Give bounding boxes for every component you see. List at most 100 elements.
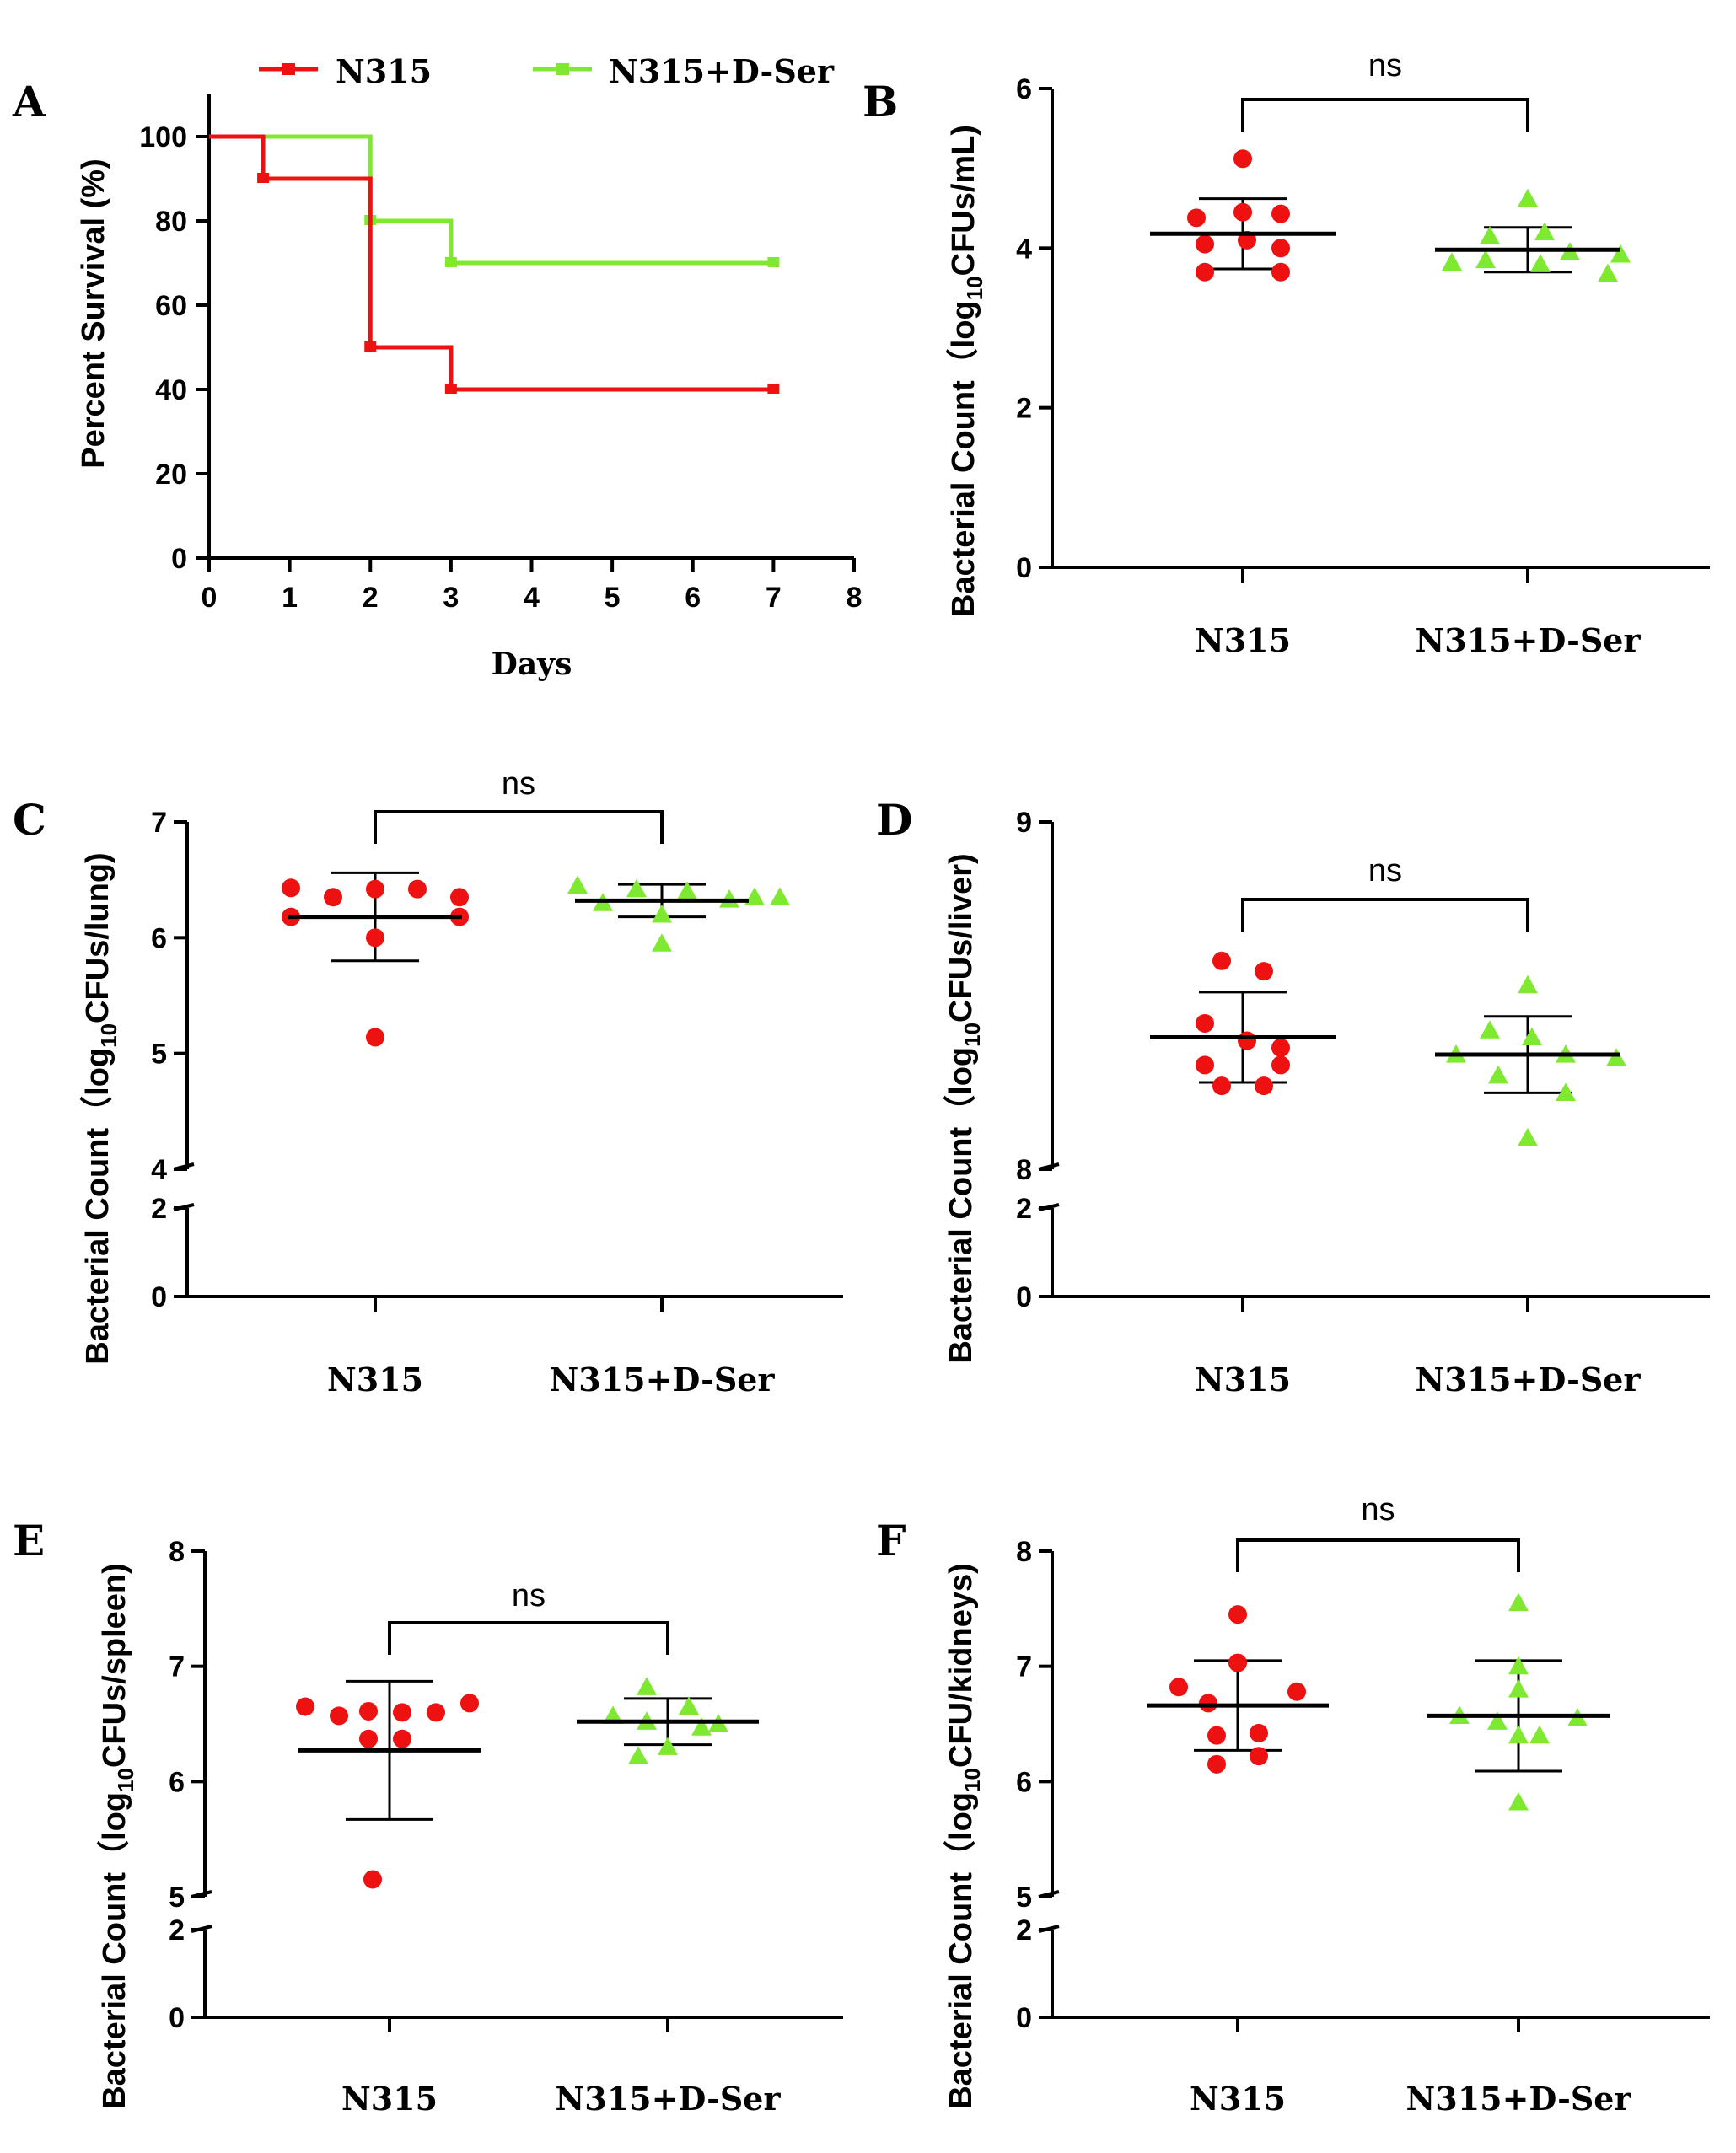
data-point [1480,1020,1500,1039]
significance-label: ns [1368,853,1402,889]
data-point [1199,1694,1217,1713]
x-tick-label: 6 [685,582,701,614]
y-tick-label: 2 [1016,1914,1032,1946]
data-point [1442,252,1462,271]
censor-mark [767,257,780,267]
censor-mark [257,173,270,183]
data-point [1287,1682,1306,1701]
data-point [1255,962,1273,981]
data-point [1212,951,1231,970]
bracket-line [1241,898,1529,932]
censor-mark [444,257,457,267]
data-point [658,1737,678,1755]
group-n315 [1150,149,1336,282]
y-tick-label: 6 [151,922,167,954]
y-tick-label: 2 [1016,393,1032,425]
data-point [1271,239,1290,258]
y-tick-label: 0 [1016,2002,1032,2034]
category-label: N315+D-Ser [1416,621,1642,659]
significance-label: ns [512,1578,546,1613]
y-tick-label: 40 [155,374,187,406]
y-tick-label: 0 [171,543,187,575]
data-point [1475,250,1496,269]
y-tick-label: 0 [1016,552,1032,584]
data-point [1271,1055,1290,1075]
legend-label: N315 [336,52,432,90]
data-point [1606,1048,1626,1066]
group-n315-dser [1435,974,1626,1146]
data-point [1271,204,1290,223]
panel-e: E 5 6 7 8 0 2 N315 N315+D-Ser Bacterial Count（log… [13,1516,843,2118]
data-point [652,904,672,923]
data-point [1534,222,1555,240]
data-point [719,889,739,908]
data-point [652,933,672,952]
category-label: N315 [1195,1361,1291,1399]
legend-item: N315+D-Ser [533,52,835,90]
category-label: N315 [1195,621,1291,659]
x-tick-label: 4 [524,582,540,614]
y-tick-label: 8 [1016,1536,1032,1568]
y-tick-label: 2 [1016,1193,1032,1225]
data-point [1610,244,1631,263]
y-tick-label: 8 [169,1536,185,1568]
significance-label: ns [1368,48,1402,83]
y-tick-label: 100 [139,121,187,153]
legend-label: N315+D-Ser [609,52,835,90]
data-point [1196,1013,1214,1033]
panel-label-c: C [13,795,46,845]
y-tick-label: 8 [1016,1154,1032,1186]
y-tick-label: 4 [1016,233,1032,265]
data-point [1207,1726,1226,1745]
data-point [393,1729,411,1748]
significance-bracket: ns [1241,853,1529,932]
censor-mark [444,384,457,394]
y-axis-label: Bacterial Count（log10CFUs/lung) [80,852,121,1364]
data-point [1238,1031,1256,1050]
x-tick-label: 5 [605,582,621,614]
panel-f: F 5 6 7 8 0 2 N315 N315+D-Ser Bacterial Count（log… [876,1492,1710,2118]
x-tick-label: 8 [847,582,863,614]
y-axis-label: Bacterial Count（log10CFU/kidneys) [943,1563,985,2109]
y-tick-label: 7 [1016,1651,1032,1683]
y-tick-label: 0 [169,2002,185,2034]
data-point [1522,1027,1542,1046]
data-point [393,1703,411,1722]
significance-label: ns [502,766,535,802]
data-point [460,1694,479,1713]
panel-c: C 4 5 6 7 0 2 N315 N315+D-Ser Bacterial Count（log… [13,766,843,1399]
panel-label-d: D [876,795,912,845]
data-point [363,1870,382,1889]
data-point [1196,1055,1214,1075]
data-point [770,887,790,905]
y-tick-label: 80 [155,206,187,238]
y-tick-label: 60 [155,290,187,322]
data-point [1271,1038,1290,1057]
data-point [744,887,765,905]
censor-mark [364,341,377,352]
survival-line-n315-dser [209,134,774,266]
group-n315-dser [1435,188,1631,282]
y-tick-label: 5 [169,1882,185,1914]
data-point [1487,1711,1508,1730]
y-tick-label: 4 [151,1154,167,1186]
data-point [567,875,588,894]
data-point [1228,1653,1247,1672]
data-point [1508,1679,1529,1698]
data-point [450,888,469,907]
legend-marker [282,63,295,75]
survival-line-n315 [209,134,774,392]
data-point [1508,1592,1529,1612]
data-point [324,888,342,907]
data-point [1187,208,1206,228]
panel-label-a: A [12,77,46,126]
y-tick-label: 6 [1016,1766,1032,1798]
data-point [1255,1076,1273,1096]
panel-label-e: E [13,1516,45,1565]
group-n315 [1147,1605,1329,1774]
category-label: N315 [341,2080,438,2118]
data-point [1508,1656,1529,1675]
y-tick-label: 7 [151,807,167,839]
